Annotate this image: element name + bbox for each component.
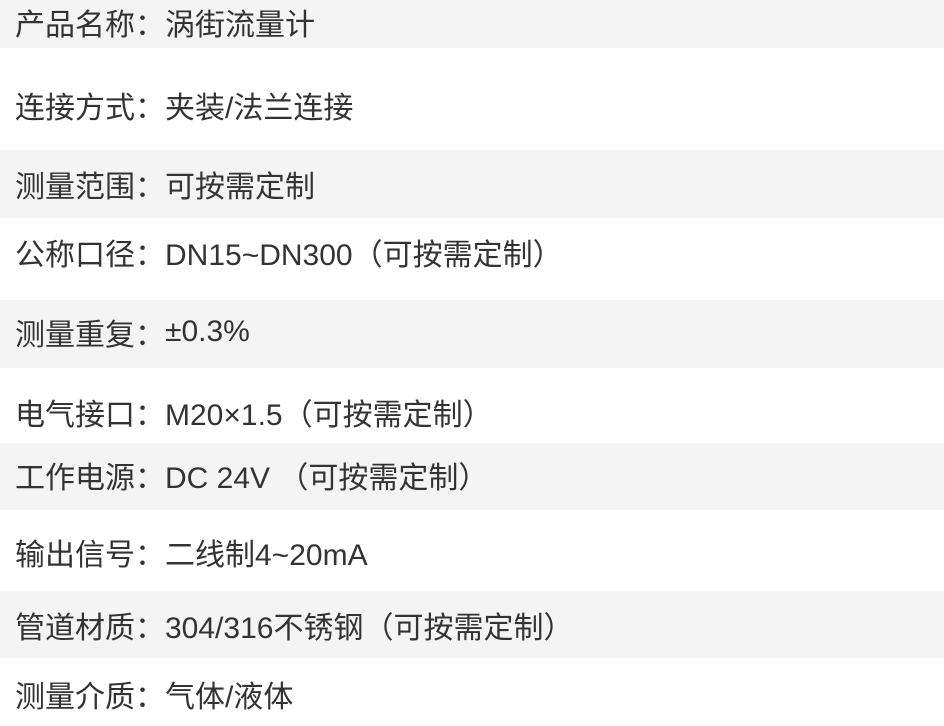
spec-row-output-signal: 输出信号：二线制4~20mA [0,510,944,591]
spec-colon: ： [135,462,165,495]
spec-value: DC 24V （可按需定制） [165,462,489,495]
spec-label: 测量重复 [15,319,135,352]
spec-value: 可按需定制 [165,171,315,204]
spec-value: 涡街流量计 [165,9,315,42]
spec-label: 管道材质 [15,611,135,645]
spec-colon: ： [135,171,165,204]
spec-label: 测量范围 [15,171,135,204]
spec-row-electrical-interface: 电气接口： M20×1.5（可按需定制） [0,368,944,443]
spec-label: 产品名称 [15,9,135,42]
spec-row-product-name: 产品名称：涡街流量计 [0,0,944,48]
spec-value: DN15~DN300（可按需定制） [165,239,563,272]
spec-value: 304/316不锈钢（可按需定制） [165,611,574,645]
spec-colon: ： [135,611,165,645]
spec-label: 测量介质 [15,681,135,714]
spec-row-connection-type: 连接方式：夹装/法兰连接 [0,48,944,150]
spec-colon: ： [135,539,165,572]
spec-row-pipe-material: 管道材质： 304/316不锈钢（可按需定制） [0,591,944,658]
spec-colon: ： [135,399,165,432]
spec-colon: ： [135,92,165,125]
spec-label: 连接方式 [15,92,135,125]
spec-colon: ： [135,239,165,272]
spec-value: 夹装/法兰连接 [165,92,354,125]
spec-colon: ： [135,319,165,352]
spec-label: 电气接口 [15,399,135,432]
spec-colon: ： [135,9,165,42]
spec-label: 公称口径 [15,239,135,272]
spec-row-measuring-range: 测量范围：可按需定制 [0,150,944,218]
spec-label: 工作电源 [15,462,135,495]
spec-value: ±0.3% [165,315,250,348]
spec-value: 二线制4~20mA [165,539,368,572]
spec-row-power-supply: 工作电源： DC 24V （可按需定制） [0,443,944,510]
spec-value: M20×1.5（可按需定制） [165,399,493,432]
spec-value: 气体/液体 [165,681,294,714]
spec-row-nominal-diameter: 公称口径： DN15~DN300（可按需定制） [0,218,944,300]
spec-colon: ： [135,681,165,714]
spec-row-repeatability: 测量重复： ±0.3% [0,300,944,368]
spec-label: 输出信号 [15,539,135,572]
spec-row-measured-medium: 测量介质：气体/液体 [0,658,944,726]
